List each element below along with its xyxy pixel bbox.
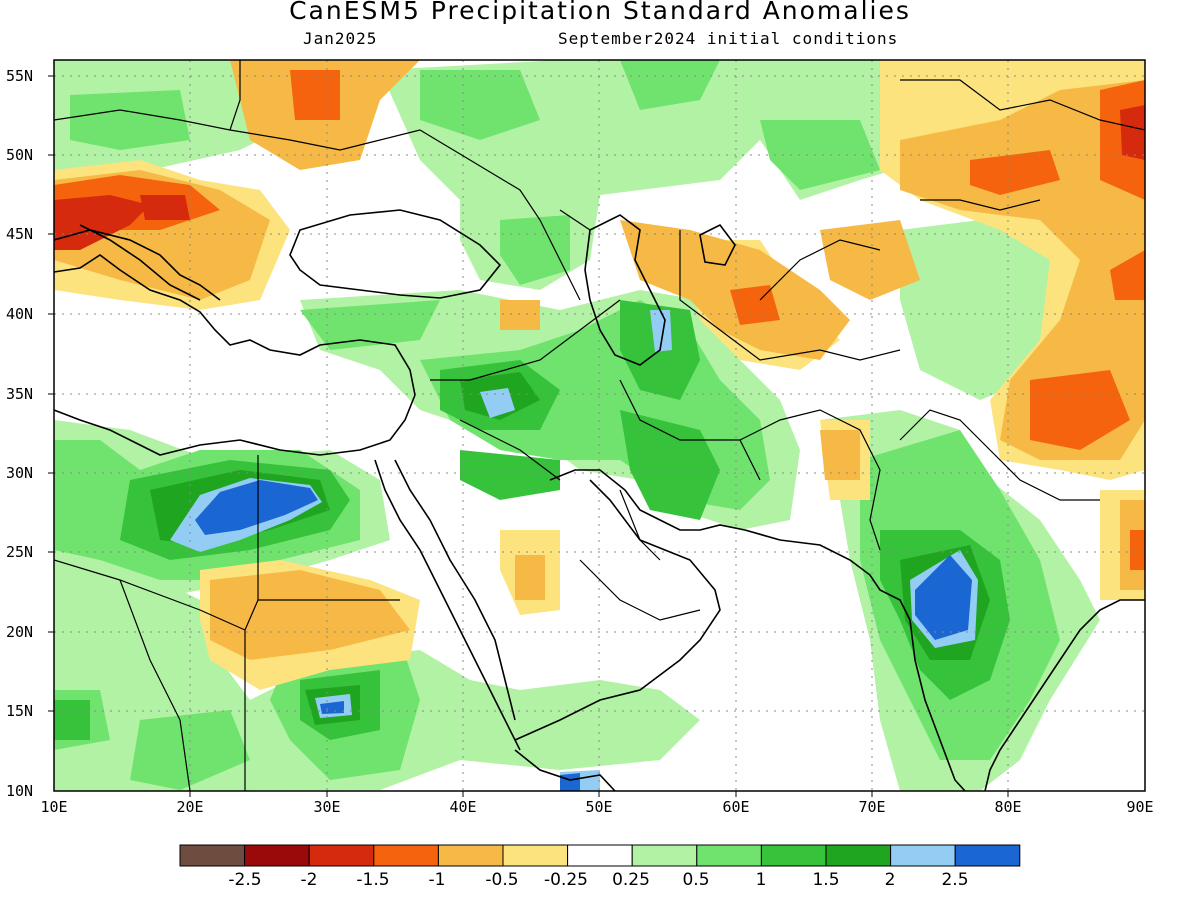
- lon-tick: 60E: [722, 798, 749, 816]
- coastlines: [54, 209, 1145, 791]
- lon-tick: 10E: [40, 798, 67, 816]
- legend-label: 1: [756, 870, 767, 890]
- legend-label: -0.5: [485, 870, 518, 890]
- legend-swatch: [954, 844, 1021, 867]
- legend-label: 0.5: [682, 870, 709, 890]
- lat-tick: 30N: [6, 464, 33, 482]
- lon-tick: 20E: [176, 798, 203, 816]
- lon-axis: 10E 20E 30E 40E 50E 60E 70E 80E 90E: [40, 791, 1154, 816]
- legend-label: -2.5: [228, 870, 261, 890]
- legend-swatch: [502, 844, 569, 867]
- legend-swatch: [437, 844, 504, 867]
- legend-swatch: [244, 844, 310, 867]
- legend-label: 0.25: [612, 870, 650, 890]
- legend-colorbar: [179, 844, 1021, 867]
- lon-tick: 40E: [449, 798, 476, 816]
- lon-tick: 30E: [313, 798, 340, 816]
- legend-label: 2: [885, 870, 896, 890]
- legend-swatch: [308, 844, 375, 867]
- lat-lon-grid: [54, 60, 1145, 791]
- legend-label: 1.5: [812, 870, 839, 890]
- lat-tick: 40N: [6, 305, 33, 323]
- legend-labels: -2.5 -2 -1.5 -1 -0.5 -0.25 0.25 0.5 1 1.…: [228, 870, 968, 890]
- legend-label: 2.5: [941, 870, 968, 890]
- lat-tick: 15N: [6, 702, 33, 720]
- lat-tick: 55N: [6, 67, 33, 85]
- lon-tick: 80E: [994, 798, 1021, 816]
- lat-tick: 45N: [6, 225, 33, 243]
- legend-label: -1.5: [356, 870, 389, 890]
- lat-tick: 10N: [6, 782, 33, 800]
- lat-tick: 25N: [6, 543, 33, 561]
- legend-swatch: [890, 844, 956, 867]
- lon-tick: 90E: [1126, 798, 1153, 816]
- legend-swatch: [179, 844, 246, 867]
- initial-conditions: September2024 initial conditions: [558, 29, 899, 48]
- map-title: CanESM5 Precipitation Standard Anomalies: [289, 0, 911, 25]
- legend-swatch: [567, 844, 633, 867]
- legend-swatch: [631, 844, 698, 867]
- legend-swatch: [373, 844, 439, 867]
- lon-tick: 50E: [585, 798, 612, 816]
- legend-swatch: [760, 844, 827, 867]
- forecast-month: Jan2025: [303, 29, 378, 48]
- lat-tick: 20N: [6, 623, 33, 641]
- legend-swatch: [825, 844, 892, 867]
- anomaly-field: [54, 60, 1145, 791]
- lat-axis: 55N 50N 45N 40N 35N 30N 25N 20N 15N 10N: [6, 67, 54, 800]
- borders: [54, 60, 1145, 791]
- legend-label: -2: [301, 870, 318, 890]
- legend-label: -0.25: [544, 870, 588, 890]
- lat-tick: 50N: [6, 146, 33, 164]
- legend-swatch: [696, 844, 762, 867]
- legend-label: -1: [429, 870, 446, 890]
- lon-tick: 70E: [858, 798, 885, 816]
- lat-tick: 35N: [6, 385, 33, 403]
